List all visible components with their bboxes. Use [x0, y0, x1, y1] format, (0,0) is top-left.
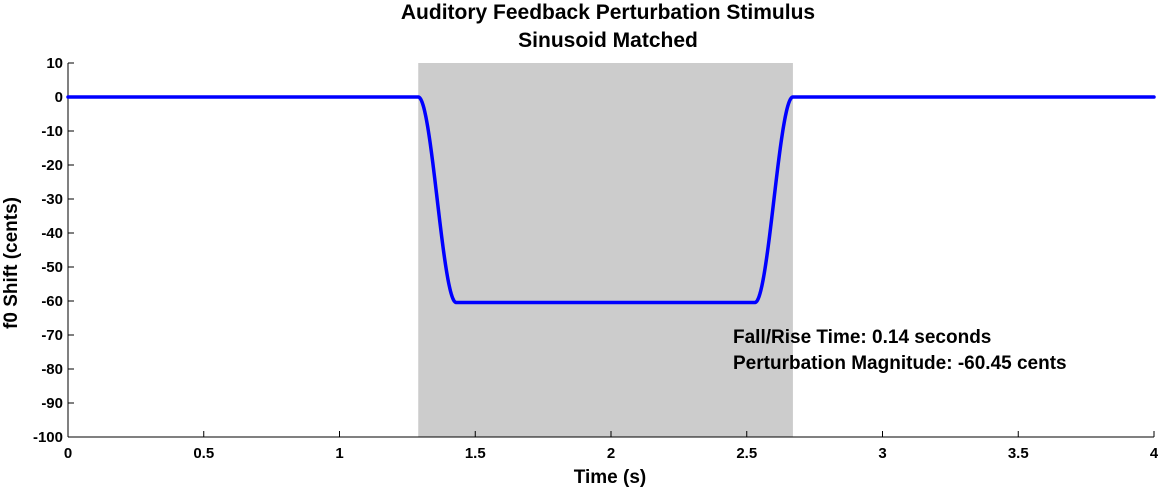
chart-subtitle: Sinusoid Matched	[518, 29, 698, 52]
y-tick-label: -30	[41, 191, 63, 208]
x-tick-label: 3	[878, 445, 886, 462]
y-tick-label: -90	[41, 395, 63, 412]
y-tick-label: -50	[41, 259, 63, 276]
series-layer	[66, 95, 1156, 305]
series-line	[66, 95, 1156, 305]
x-tick-label: 1	[335, 445, 343, 462]
y-tick-label: -70	[41, 327, 63, 344]
axes: 0 0.5 1 1.5 2 2.5 3 3.5 4 10 0 -10 -20 -30 -40 -50 -60 -7…	[33, 55, 1158, 462]
y-tick-label: -40	[41, 225, 63, 242]
y-tick-label: 10	[46, 55, 63, 72]
x-tick-label: 1.5	[465, 445, 486, 462]
annotation-magnitude: Perturbation Magnitude: -60.45 cents	[733, 353, 1067, 374]
annotation-fall-rise: Fall/Rise Time: 0.14 seconds	[733, 327, 991, 348]
x-tick-label: 0	[64, 445, 72, 462]
y-tick-label: 0	[55, 89, 63, 106]
x-tick-label: 2	[607, 445, 615, 462]
shaded-region	[418, 63, 793, 437]
x-tick-label: 2.5	[736, 445, 757, 462]
y-tick-label: -80	[41, 361, 63, 378]
y-tick-label: -20	[41, 157, 63, 174]
x-tick-label: 4	[1150, 445, 1158, 462]
x-tick-label: 3.5	[1008, 445, 1029, 462]
y-tick-label: -10	[41, 123, 63, 140]
y-axis-label: f0 Shift (cents)	[1, 197, 22, 329]
x-axis-label: Time (s)	[574, 467, 647, 488]
x-tick-label: 0.5	[193, 445, 214, 462]
perturbation-window	[418, 63, 793, 437]
labels: Auditory Feedback Perturbation Stimulus …	[1, 1, 1067, 488]
chart-title: Auditory Feedback Perturbation Stimulus	[401, 1, 815, 24]
y-tick-label: -100	[33, 429, 63, 446]
y-tick-label: -60	[41, 293, 63, 310]
